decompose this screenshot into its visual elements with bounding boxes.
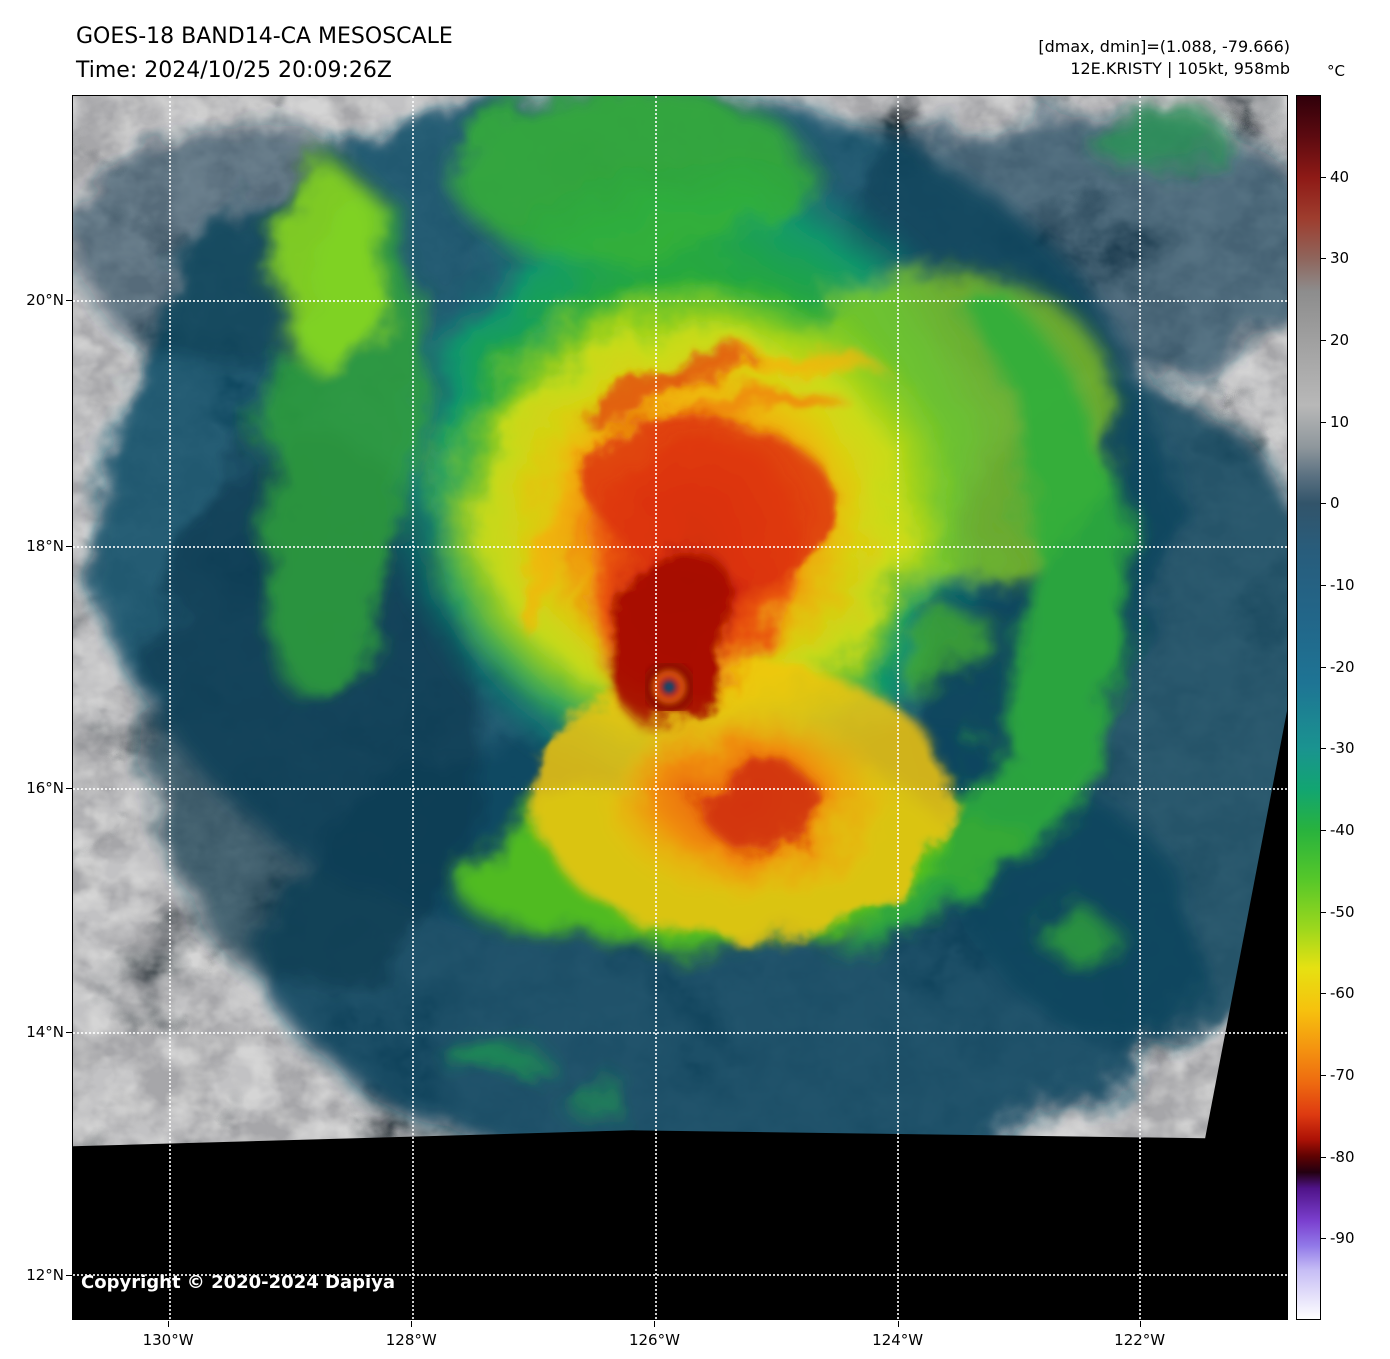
colorbar-tick-mark	[1321, 585, 1326, 586]
lon-label: 126°W	[628, 1331, 680, 1349]
lat-label: 18°N	[26, 536, 64, 555]
gridline-lat	[73, 1273, 1287, 1276]
colorbar-tick-label: -90	[1330, 1229, 1355, 1248]
colorbar-tick-mark	[1321, 911, 1326, 913]
colorbar-tick-label: -60	[1330, 984, 1355, 1003]
lat-tick-mark	[66, 545, 72, 547]
gridline-lat	[73, 1031, 1287, 1034]
title-block: GOES-18 BAND14-CA MESOSCALE Time: 2024/1…	[76, 20, 453, 88]
lon-label: 130°W	[142, 1331, 194, 1349]
gridline-lon	[411, 96, 414, 1319]
colorbar-tick-mark	[1321, 993, 1326, 995]
lon-tick-mark	[168, 1321, 170, 1327]
colorbar-gradient	[1296, 95, 1321, 1320]
colorbar-tick-label: -80	[1330, 1147, 1355, 1166]
colorbar-tick-mark	[1321, 503, 1326, 505]
lat-tick-mark	[66, 788, 72, 790]
lon-tick-mark	[654, 1321, 656, 1327]
colorbar-tick-label: -30	[1330, 739, 1355, 758]
map-area: Copyright © 2020-2024 Dapiya	[72, 95, 1288, 1320]
colorbar-tick-mark	[1321, 830, 1326, 831]
colorbar-tick-mark	[1321, 1156, 1326, 1158]
lon-label: 124°W	[872, 1331, 924, 1349]
lon-tick-mark	[1139, 1321, 1141, 1327]
gridline-lon	[654, 96, 657, 1319]
gridline-lon	[897, 96, 900, 1319]
lat-label: 14°N	[26, 1023, 64, 1042]
colorbar-tick-label: 40	[1330, 167, 1350, 186]
lon-label: 122°W	[1114, 1331, 1166, 1349]
colorbar-tick-mark	[1321, 1075, 1326, 1076]
colorbar-tick-mark	[1321, 340, 1326, 341]
lon-tick-mark	[897, 1321, 899, 1327]
colorbar-tick-label: -70	[1330, 1066, 1355, 1084]
colorbar-tick-mark	[1321, 421, 1326, 423]
colorbar-tick-label: 0	[1330, 494, 1340, 513]
lat-tick-mark	[66, 299, 72, 301]
colorbar-tick-label: -10	[1330, 576, 1355, 594]
lat-label: 20°N	[26, 290, 64, 309]
lon-tick-mark	[411, 1321, 413, 1327]
gridline-lat	[73, 300, 1287, 303]
lat-tick-mark	[66, 1274, 72, 1276]
lon-label: 128°W	[385, 1331, 437, 1349]
colorbar-tick-mark	[1321, 1238, 1326, 1240]
gridline-lat	[73, 788, 1287, 791]
plot-title: GOES-18 BAND14-CA MESOSCALE	[76, 24, 453, 49]
lat-label: 16°N	[26, 779, 64, 798]
colorbar-tick-mark	[1321, 176, 1326, 178]
colorbar-tick-mark	[1321, 748, 1326, 750]
colorbar-tick-label: 30	[1330, 249, 1350, 268]
lat-tick-mark	[66, 1032, 72, 1034]
colorbar: 40 30 20 10 0 -10 -20 -30 -40 -50 -60 -70 -80 -90	[1296, 95, 1368, 1320]
colorbar-tick-label: 10	[1330, 412, 1350, 431]
gridline-lon	[168, 96, 171, 1319]
colorbar-tick-label: 20	[1330, 331, 1350, 349]
colorbar-tick-mark	[1321, 258, 1326, 260]
info-block: [dmax, dmin]=(1.088, -79.666) 12E.KRISTY…	[1038, 36, 1290, 80]
copyright-text: Copyright © 2020-2024 Dapiya	[81, 1272, 396, 1293]
storm-info-text: 12E.KRISTY | 105kt, 958mb	[1070, 59, 1290, 78]
lat-label: 12°N	[26, 1265, 64, 1284]
satellite-image	[73, 96, 1287, 1319]
colorbar-tick-mark	[1321, 666, 1326, 668]
gridline-lat	[73, 546, 1287, 549]
colorbar-tick-label: -20	[1330, 657, 1355, 676]
data-range-text: [dmax, dmin]=(1.088, -79.666)	[1038, 37, 1290, 56]
gridline-lon	[1138, 96, 1141, 1319]
colorbar-tick-label: -50	[1330, 902, 1355, 921]
plot-time: Time: 2024/10/25 20:09:26Z	[76, 58, 392, 83]
colorbar-unit-label: °C	[1327, 62, 1345, 80]
colorbar-tick-label: -40	[1330, 821, 1355, 839]
